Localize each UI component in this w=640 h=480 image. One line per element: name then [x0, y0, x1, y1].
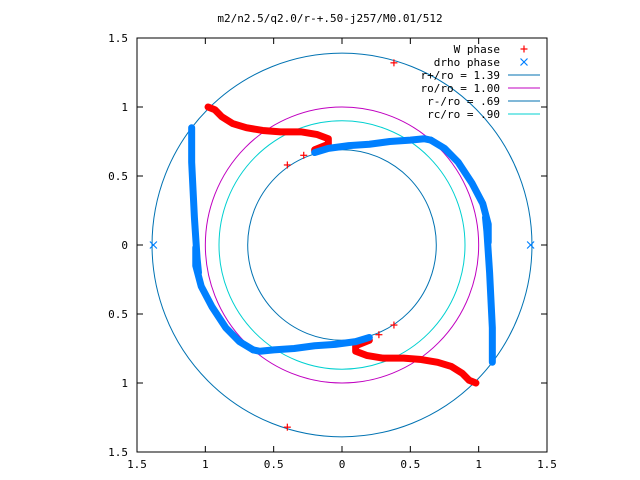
- x-tick-label: 0.5: [264, 458, 284, 471]
- y-tick-label: 1: [121, 377, 128, 390]
- chart-title: m2/n2.5/q2.0/r-+.50-j257/M0.01/512: [217, 12, 442, 25]
- circle-series: [151, 52, 533, 438]
- series-1-curve-2: [311, 135, 435, 157]
- legend-swatch: [520, 58, 528, 66]
- y-tick-label: 0.5: [108, 170, 128, 183]
- circle-r-3: [204, 106, 480, 384]
- legend-swatch: [520, 45, 528, 53]
- series-0-point: [283, 161, 291, 169]
- series-1-point: [526, 241, 535, 249]
- legend-label: rc/ro = .90: [427, 108, 500, 121]
- marker-series: [149, 59, 535, 431]
- y-tick-label: 1.5: [108, 446, 128, 459]
- x-tick-label: 1.5: [537, 458, 557, 471]
- y-tick-label: 1: [121, 101, 128, 114]
- legend-label: ro/ro = 1.00: [421, 82, 500, 95]
- x-tick-label: 1.5: [127, 458, 147, 471]
- circle-r-2: [151, 52, 533, 438]
- series-0-point: [390, 59, 398, 67]
- series-0-point: [375, 331, 383, 339]
- legend-label: W phase: [454, 43, 500, 56]
- legend-label: r-/ro = .69: [427, 95, 500, 108]
- axis-ticks: 1.5 1 0.5 0 0.5 1 1.51.510.500.511.5: [108, 32, 557, 471]
- circle-r-4: [247, 149, 437, 341]
- x-tick-label: 1: [202, 458, 209, 471]
- series-0-point: [390, 321, 398, 329]
- x-tick-label: 1: [475, 458, 482, 471]
- series-0-point: [283, 423, 291, 431]
- circle-r-5: [218, 120, 466, 370]
- y-tick-label: 0: [121, 239, 128, 252]
- x-tick-label: 0: [339, 458, 346, 471]
- series-1-curve-3: [249, 333, 373, 355]
- series-0-point: [300, 151, 308, 159]
- series-1-point: [149, 241, 158, 249]
- legend-label: drho phase: [434, 56, 500, 69]
- y-tick-label: 0.5: [108, 308, 128, 321]
- legend-label: r+/ro = 1.39: [421, 69, 500, 82]
- x-tick-label: 0.5: [400, 458, 420, 471]
- y-tick-label: 1.5: [108, 32, 128, 45]
- series-0-curve-1: [352, 336, 480, 387]
- series-1-curve-4: [427, 136, 492, 246]
- series-0-curve-0: [204, 103, 332, 154]
- series-1-curve-5: [192, 244, 257, 354]
